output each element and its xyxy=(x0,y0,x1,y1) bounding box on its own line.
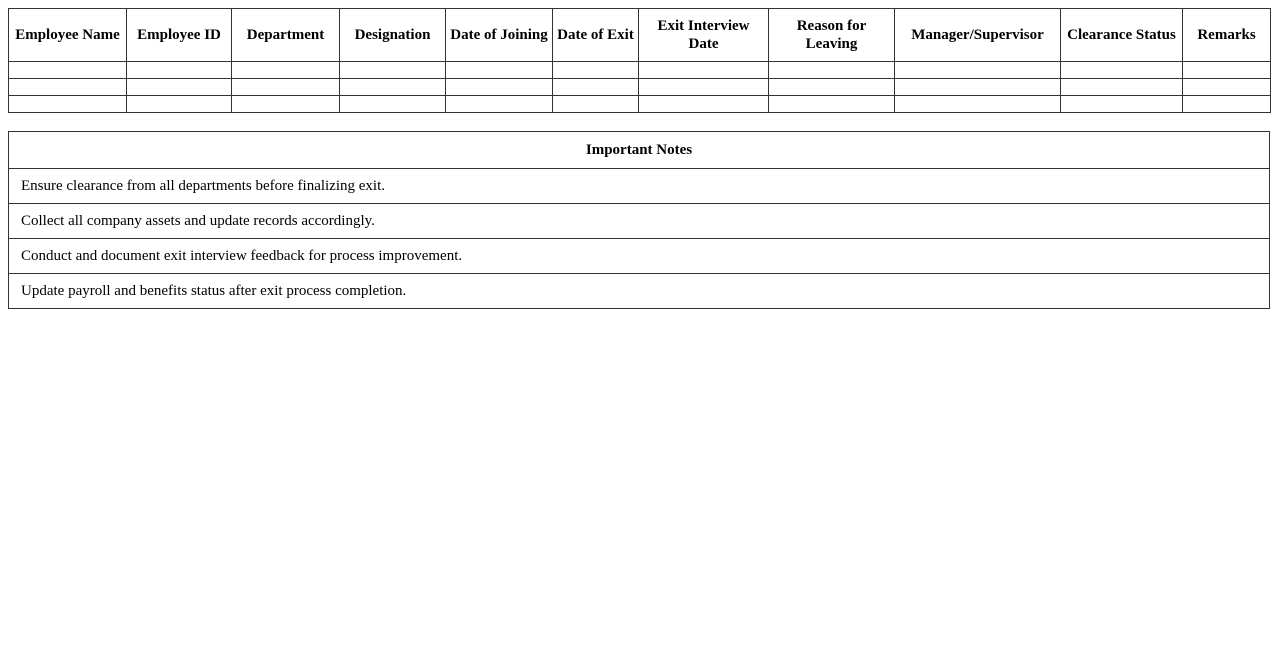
table-cell[interactable] xyxy=(638,61,769,79)
column-header: Remarks xyxy=(1182,8,1271,62)
table-cell[interactable] xyxy=(445,78,553,96)
important-notes-table: Important Notes Ensure clearance from al… xyxy=(8,131,1270,309)
column-header: Department xyxy=(231,8,340,62)
note-row: Update payroll and benefits status after… xyxy=(8,273,1270,309)
note-item: Conduct and document exit interview feed… xyxy=(8,238,1270,274)
column-header: Date of Exit xyxy=(552,8,639,62)
table-cell[interactable] xyxy=(552,61,639,79)
table-row xyxy=(8,78,1271,96)
table-cell[interactable] xyxy=(894,95,1061,113)
table-cell[interactable] xyxy=(339,61,446,79)
column-header: Manager/Supervisor xyxy=(894,8,1061,62)
table-cell[interactable] xyxy=(8,95,127,113)
note-item: Update payroll and benefits status after… xyxy=(8,273,1270,309)
note-row: Collect all company assets and update re… xyxy=(8,203,1270,239)
table-cell[interactable] xyxy=(638,95,769,113)
table-cell[interactable] xyxy=(126,61,232,79)
table-cell[interactable] xyxy=(1182,78,1271,96)
column-header: Date of Joining xyxy=(445,8,553,62)
note-row: Conduct and document exit interview feed… xyxy=(8,238,1270,274)
note-item: Collect all company assets and update re… xyxy=(8,203,1270,239)
column-header: Exit Interview Date xyxy=(638,8,769,62)
table-cell[interactable] xyxy=(231,78,340,96)
table-cell[interactable] xyxy=(768,78,895,96)
table-cell[interactable] xyxy=(1060,61,1183,79)
table-cell[interactable] xyxy=(768,95,895,113)
table-cell[interactable] xyxy=(8,61,127,79)
notes-title: Important Notes xyxy=(8,131,1270,169)
table-cell[interactable] xyxy=(231,61,340,79)
table-cell[interactable] xyxy=(1060,78,1183,96)
column-header: Designation xyxy=(339,8,446,62)
table-cell[interactable] xyxy=(126,95,232,113)
table-cell[interactable] xyxy=(1182,61,1271,79)
column-header: Employee ID xyxy=(126,8,232,62)
note-row: Ensure clearance from all departments be… xyxy=(8,168,1270,204)
table-cell[interactable] xyxy=(552,78,639,96)
exit-records-table: Employee Name Employee ID Department Design… xyxy=(8,8,1271,113)
table-cell[interactable] xyxy=(339,78,446,96)
table-cell[interactable] xyxy=(768,61,895,79)
table-cell[interactable] xyxy=(894,78,1061,96)
table-row xyxy=(8,95,1271,113)
column-header: Employee Name xyxy=(8,8,127,62)
note-item: Ensure clearance from all departments be… xyxy=(8,168,1270,204)
table-cell[interactable] xyxy=(894,61,1061,79)
column-header: Reason for Leaving xyxy=(768,8,895,62)
table-cell[interactable] xyxy=(445,61,553,79)
header-row: Employee Name Employee ID Department Design… xyxy=(8,8,1271,62)
table-cell[interactable] xyxy=(231,95,340,113)
table-cell[interactable] xyxy=(1182,95,1271,113)
table-cell[interactable] xyxy=(552,95,639,113)
table-cell[interactable] xyxy=(445,95,553,113)
table-cell[interactable] xyxy=(1060,95,1183,113)
column-header: Clearance Status xyxy=(1060,8,1183,62)
table-cell[interactable] xyxy=(339,95,446,113)
table-cell[interactable] xyxy=(8,78,127,96)
table-cell[interactable] xyxy=(126,78,232,96)
table-cell[interactable] xyxy=(638,78,769,96)
table-row xyxy=(8,61,1271,79)
